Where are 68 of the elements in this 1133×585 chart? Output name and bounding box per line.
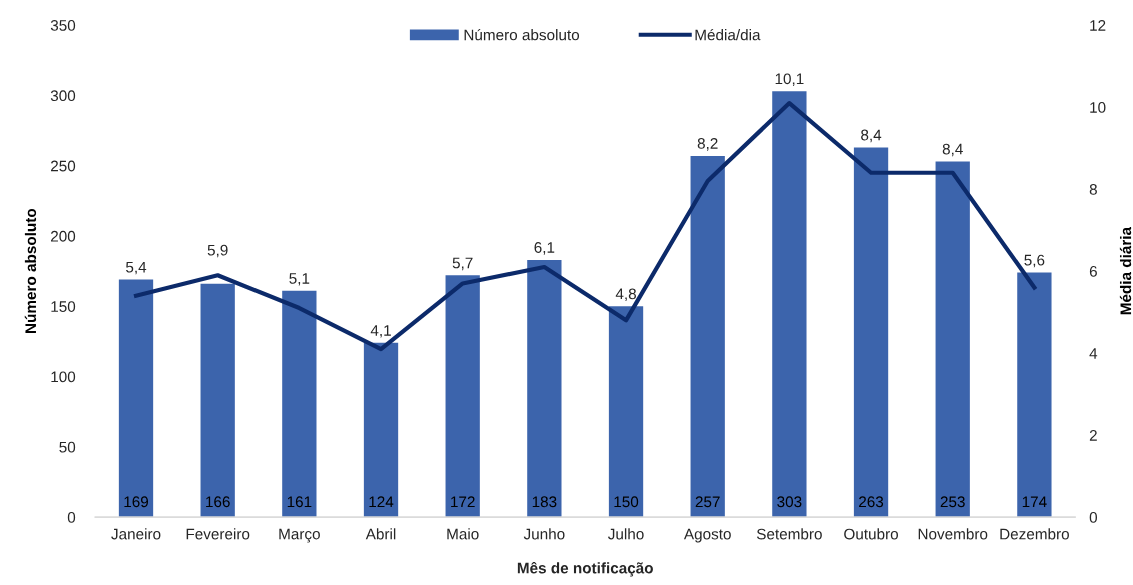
y-tick-label: 100 <box>51 371 76 383</box>
y2-tick-label: 12 <box>1090 20 1106 31</box>
y-tick-label: 250 <box>51 160 76 172</box>
data-label: 8,2 <box>697 138 718 151</box>
bar <box>118 279 154 518</box>
bar <box>1017 272 1052 518</box>
y2-tick-label: 0 <box>1089 512 1097 523</box>
data-label: 169 <box>124 496 149 508</box>
data-label: 166 <box>206 496 230 508</box>
x-tick-label: Agosto <box>683 528 731 543</box>
data-label: 5,9 <box>207 244 228 258</box>
y-tick-label: 0 <box>67 512 76 523</box>
y2-axis-title: Média diária <box>1119 226 1132 315</box>
x-tick-label: Janeiro <box>111 528 161 540</box>
data-label: 257 <box>695 496 720 508</box>
data-label: 183 <box>532 496 557 508</box>
bar <box>772 91 807 518</box>
data-label: 8,4 <box>942 143 963 157</box>
y2-tick-label: 6 <box>1089 266 1097 277</box>
data-label: 172 <box>451 496 475 508</box>
data-label: 263 <box>859 496 884 508</box>
x-tick-label: Fevereiro <box>186 528 250 540</box>
data-label: 4,8 <box>615 288 636 302</box>
legend-label: Número absoluto <box>464 28 580 41</box>
data-label: 4,1 <box>370 325 391 338</box>
data-label: 5,4 <box>126 261 147 275</box>
x-tick-label: Março <box>279 528 320 543</box>
bar <box>690 155 725 518</box>
y2-tick-label: 10 <box>1090 102 1106 113</box>
bar <box>853 147 889 518</box>
data-label: 5,7 <box>452 257 473 271</box>
data-label: 161 <box>287 496 312 508</box>
x-tick-label: Maio <box>447 528 479 540</box>
legend-label: Média/dia <box>695 28 761 41</box>
y-tick-label: 200 <box>51 230 76 242</box>
y-tick-label: 300 <box>50 90 76 102</box>
data-label: 6,1 <box>534 242 555 255</box>
bar <box>363 342 399 518</box>
x-tick-label: Abril <box>365 528 396 540</box>
data-label: 150 <box>614 496 639 508</box>
data-label: 8,4 <box>861 129 882 143</box>
y-tick-label: 50 <box>59 441 76 453</box>
data-label: 303 <box>777 496 802 508</box>
bar <box>445 275 480 518</box>
y2-tick-label: 2 <box>1089 430 1097 441</box>
bar <box>200 283 235 518</box>
data-label: 174 <box>1022 496 1047 508</box>
x-tick-label: Julho <box>608 528 644 540</box>
x-tick-label: Setembro <box>756 528 822 540</box>
x-axis-title: Mês de notificação <box>517 561 653 577</box>
bar <box>527 259 562 518</box>
data-label: 5,6 <box>1024 254 1045 268</box>
bar <box>282 290 317 518</box>
data-label: 124 <box>369 496 394 508</box>
y-tick-label: 150 <box>51 301 76 312</box>
y-axis-title: Número absoluto <box>24 208 37 333</box>
data-label: 10,1 <box>775 73 804 87</box>
data-label: 253 <box>940 496 965 508</box>
x-tick-label: Junho <box>523 528 565 540</box>
data-label: 5,1 <box>289 273 310 286</box>
x-tick-label: Novembro <box>918 528 988 540</box>
x-tick-label: Outubro <box>844 528 898 540</box>
y2-tick-label: 8 <box>1089 184 1097 195</box>
x-tick-label: Dezembro <box>1000 528 1069 540</box>
bar <box>608 306 644 518</box>
bar <box>935 161 970 518</box>
y-tick-label: 350 <box>50 20 76 31</box>
y2-tick-label: 4 <box>1089 348 1098 359</box>
